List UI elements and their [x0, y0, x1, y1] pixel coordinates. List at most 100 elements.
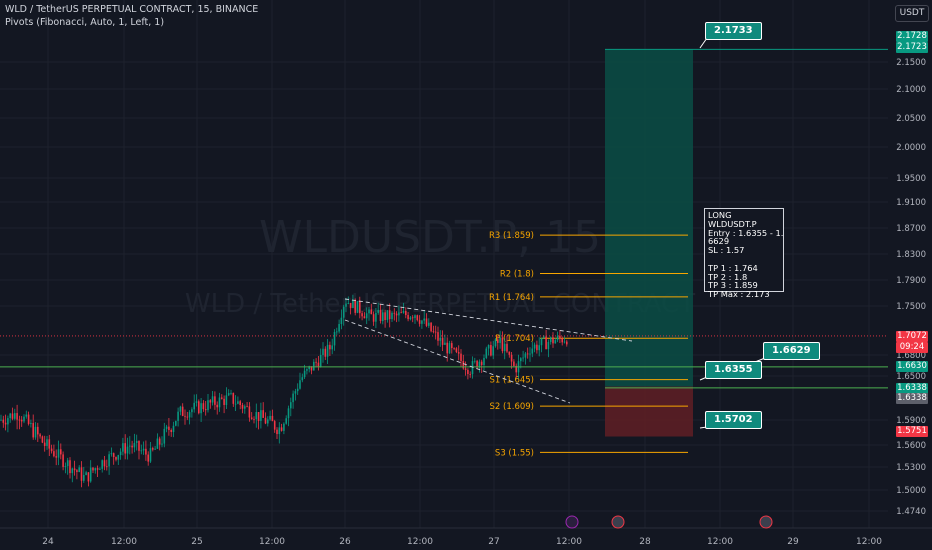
- candle-body: [414, 315, 416, 319]
- time-tick-label: 12:00: [111, 537, 137, 547]
- candle-body: [317, 362, 320, 367]
- pivot-label: P (1.704): [495, 334, 534, 344]
- candle-body: [71, 468, 74, 474]
- candle-body: [359, 301, 361, 314]
- candle-body: [69, 460, 71, 474]
- candle-body: [225, 395, 228, 405]
- candle-body: [264, 417, 267, 424]
- price-label-box: 2.1728: [896, 31, 928, 42]
- time-tick-label: 24: [42, 537, 54, 547]
- candle-body: [382, 312, 384, 322]
- candle-body: [292, 393, 294, 403]
- candle-body: [347, 302, 350, 304]
- candle-body: [108, 454, 110, 467]
- trade-tp2: TP 2 : 1.8: [708, 271, 748, 282]
- candle-body: [421, 320, 423, 324]
- watermark-ticker: WLDUSDT.P, 15: [259, 212, 601, 263]
- candle-body: [391, 312, 393, 320]
- candle-body: [271, 415, 274, 422]
- candle-body: [112, 453, 115, 458]
- candle-body: [462, 361, 465, 369]
- candle-body: [32, 423, 34, 438]
- candle-body: [253, 418, 255, 420]
- candle-body: [531, 348, 534, 354]
- candle-body: [161, 443, 163, 445]
- candle-body: [200, 403, 202, 414]
- candle-body: [423, 318, 425, 321]
- pivot-label: R1 (1.764): [489, 293, 534, 303]
- indicator-legend[interactable]: Pivots (Fibonacci, Auto, 1, Left, 1): [5, 17, 165, 28]
- pivot-label: S1 (1.645): [490, 376, 534, 386]
- candle-body: [85, 472, 87, 476]
- candle-body: [338, 324, 340, 332]
- candle-body: [409, 317, 412, 320]
- candle-body: [163, 428, 166, 444]
- time-axis[interactable]: 24 12:00 25 12:00 26 12:00 27 12:00 28 12:00 29 12:…: [0, 527, 932, 547]
- candle-body: [179, 406, 182, 412]
- trade-entry: Entry : 1.6355 - 1. 6629: [708, 227, 784, 247]
- time-tick-label: 28: [639, 537, 651, 547]
- candle-body: [138, 441, 140, 451]
- trade-sl: SL : 1.57: [708, 245, 745, 256]
- candle-body: [441, 337, 444, 345]
- candle-body: [262, 410, 264, 418]
- candle-body: [188, 412, 191, 418]
- target-price-tag[interactable]: 1.6355: [705, 361, 762, 379]
- candle-body: [83, 475, 85, 481]
- price-tick-label: 2.1500: [896, 58, 926, 68]
- candle-body: [310, 366, 313, 371]
- trade-tp3: TP 3 : 1.859: [708, 280, 758, 291]
- candle-body: [232, 392, 235, 404]
- candle-body: [428, 322, 430, 326]
- price-tick-label: 1.8700: [896, 224, 926, 234]
- target-price-tag[interactable]: 1.5702: [705, 411, 762, 429]
- target-price-tag[interactable]: 1.6629: [763, 342, 820, 360]
- candle-body: [476, 360, 478, 368]
- candle-body: [18, 419, 21, 421]
- candle-body: [152, 448, 154, 450]
- price-tick-label: 1.5900: [896, 416, 926, 426]
- candle-body: [241, 404, 244, 409]
- price-label-box: 1.5751: [896, 426, 928, 437]
- currency-button[interactable]: USDT: [895, 5, 929, 22]
- target-zone: [605, 49, 693, 387]
- candle-body: [352, 299, 354, 309]
- candle-body: [257, 412, 260, 421]
- candle-body: [48, 439, 51, 449]
- price-tick-label: 1.9100: [896, 198, 926, 208]
- candle-body: [142, 448, 145, 451]
- candle-body: [87, 472, 90, 482]
- candle-body: [349, 302, 352, 309]
- price-tick-label: 1.6500: [896, 372, 926, 382]
- price-axis[interactable]: 2.1500 2.1000 2.0500 2.0000 1.9500 1.9100 1.87…: [888, 0, 932, 528]
- target-price-tag[interactable]: 2.1733: [705, 22, 762, 40]
- price-tick-label: 2.1000: [896, 85, 926, 95]
- candle-body: [39, 434, 41, 437]
- event-icons: [565, 515, 773, 529]
- candle-body: [204, 409, 207, 411]
- candle-body: [244, 406, 246, 409]
- candle-body: [110, 453, 113, 455]
- candle-body: [543, 336, 545, 338]
- candle-body: [94, 468, 97, 471]
- candle-body: [494, 339, 497, 347]
- stop-zone: [605, 386, 693, 437]
- pivot-levels: R3 (1.859) R2 (1.8) R1 (1.764) P (1.704) S1 …: [489, 231, 688, 458]
- candle-body: [181, 406, 184, 416]
- candle-body: [211, 396, 214, 403]
- us-flag-icon: [759, 515, 773, 529]
- candle-body: [294, 391, 297, 394]
- wedge-lower-line: [344, 319, 571, 404]
- candle-body: [485, 348, 488, 358]
- candle-body: [356, 301, 359, 313]
- candle-body: [25, 414, 28, 417]
- candle-body: [96, 468, 99, 470]
- candle-body: [324, 348, 327, 357]
- time-tick-label: 29: [787, 537, 799, 547]
- candle-body: [308, 366, 310, 370]
- symbol-title: WLD / TetherUS PERPETUAL CONTRACT, 15, B…: [5, 4, 259, 15]
- candle-body: [156, 438, 159, 449]
- candle-body: [513, 361, 515, 366]
- candle-body: [145, 448, 147, 455]
